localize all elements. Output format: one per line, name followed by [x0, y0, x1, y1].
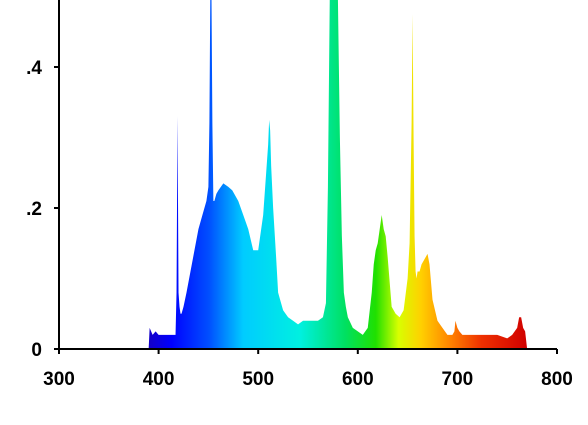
spectrum-area — [148, 0, 528, 349]
x-tick-label: 300 — [43, 369, 75, 390]
x-tick-label: 800 — [541, 369, 573, 390]
x-tick-label: 600 — [342, 369, 374, 390]
axes: 300 400 500 600 700 800 0 .2 .4 — [26, 0, 573, 390]
x-tick-label: 500 — [242, 369, 274, 390]
plot-area — [148, 0, 528, 349]
y-tick-label: .4 — [26, 58, 42, 79]
y-tick-label: .2 — [26, 199, 42, 220]
x-tick-label: 400 — [143, 369, 175, 390]
x-tick-label: 700 — [442, 369, 474, 390]
y-tick-label: 0 — [31, 340, 42, 361]
